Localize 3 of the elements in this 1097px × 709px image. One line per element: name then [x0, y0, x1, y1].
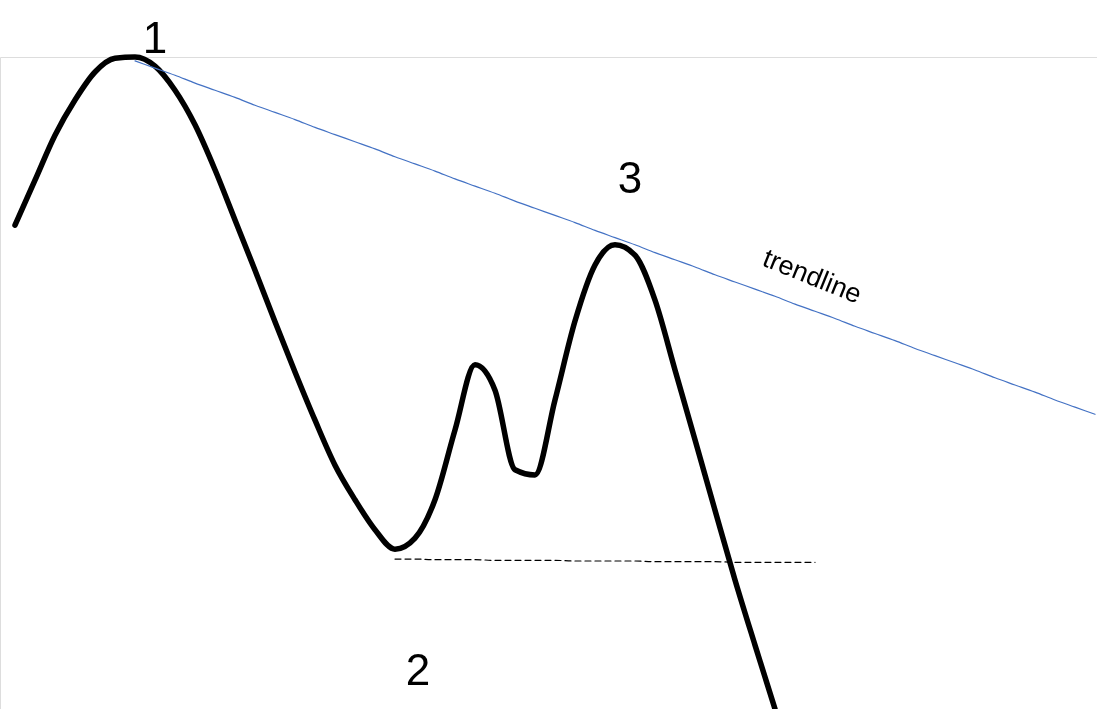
annotation: 3 — [617, 153, 643, 202]
annotation: 1 — [142, 13, 168, 62]
annotation: 2 — [405, 645, 431, 694]
